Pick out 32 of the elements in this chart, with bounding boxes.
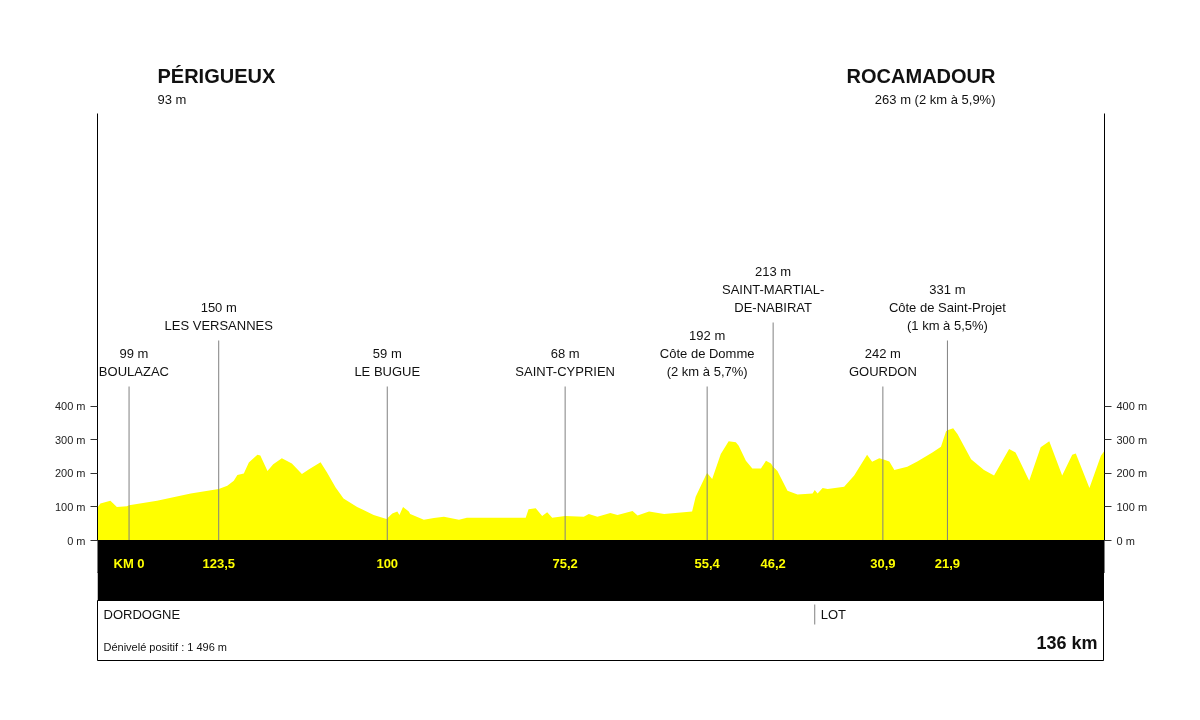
text: PÉRIGUEUX 93 m	[157, 64, 276, 107]
x-tick-label: KM 0	[113, 555, 145, 571]
x-tick-label: 123,5	[202, 555, 235, 571]
ref-line-label: 213 m SAINT-MARTIAL- DE-NABIRAT	[721, 264, 825, 315]
ref-line-label: 192 m Côte de Domme (2 km à 5,7%)	[659, 328, 755, 379]
text: ROCAMADOUR 263 m (2 km à 5,9%)	[846, 64, 997, 107]
ref-line-label: 68 m SAINT-CYPRIEN	[515, 346, 615, 379]
x-tick-label: 55,4	[694, 555, 721, 571]
x-tick-label: 46,2	[760, 555, 786, 571]
ref-line-label: 59 m LE BUGUE	[354, 346, 421, 379]
ref-line-label: 331 m Côte de Saint-Projet (1 km à 5,5%)	[888, 282, 1007, 333]
y2-tick-label: 0 m	[1116, 534, 1135, 547]
y-tick-label: 100 m	[54, 500, 86, 513]
y2-tick-label: 200 m	[1116, 467, 1148, 480]
ref-line-label: 150 m LES VERSANNES	[164, 300, 274, 333]
x-tick-label: 75,2	[552, 555, 578, 571]
ref-line-label: 99 m BOULAZAC	[98, 346, 169, 379]
x-tick-label: 30,9	[870, 555, 896, 571]
ref-line-label: 242 m GOURDON	[848, 346, 917, 379]
y2-tick-label: 100 m	[1116, 500, 1148, 513]
y-tick-label: 300 m	[54, 433, 86, 446]
x-tick-label: 21,9	[934, 555, 961, 571]
y-tick-label: 400 m	[54, 400, 86, 413]
text: 136 km	[1036, 632, 1098, 653]
text: Dénivelé positif : 1 496 m	[103, 640, 228, 653]
y2-tick-label: 400 m	[1116, 400, 1148, 413]
text: DORDOGNE	[103, 607, 181, 622]
ref-line-label: LOT	[820, 607, 847, 622]
y2-tick-label: 300 m	[1116, 433, 1148, 446]
x-tick-label: 100	[376, 555, 399, 571]
y-tick-label: 0 m	[67, 534, 86, 547]
y-tick-label: 200 m	[54, 467, 86, 480]
